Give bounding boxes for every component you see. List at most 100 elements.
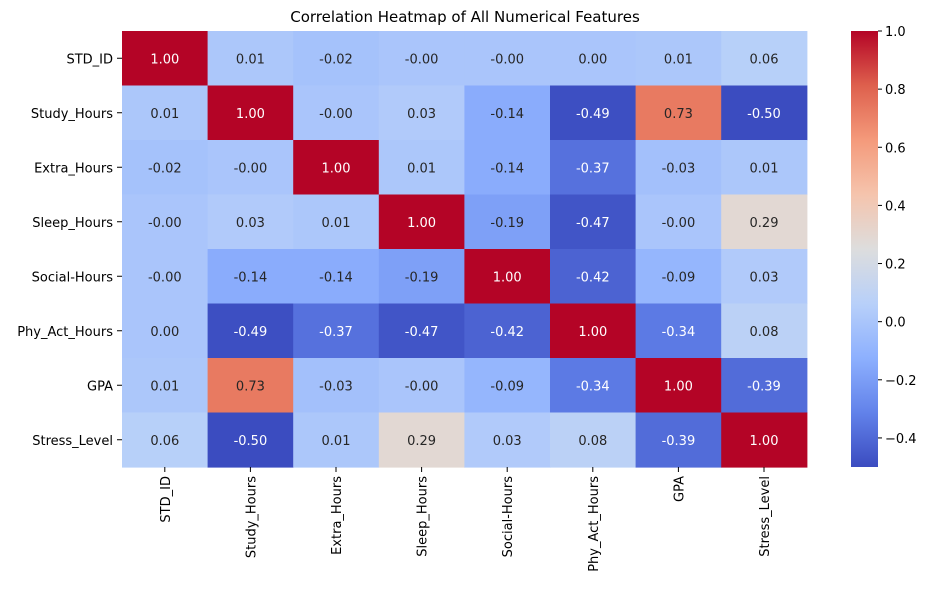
heatmap-cell <box>635 412 722 468</box>
heatmap-cell <box>378 85 465 141</box>
heatmap-cell <box>721 194 808 250</box>
heatmap-cell <box>464 303 551 359</box>
colorbar: 1.0 0.8 0.6 0.4 0.2 0.0 −0.2 −0.4 <box>851 25 917 467</box>
heatmap-cells <box>122 31 808 468</box>
y-axis: STD_ID Study_Hours Extra_Hours Sleep_Hours S… <box>17 52 122 449</box>
chart-title: Correlation Heatmap of All Numerical Fea… <box>290 8 640 26</box>
colorbar-tick-label: 1.0 <box>885 25 906 40</box>
heatmap-cell <box>464 194 551 250</box>
cell-value-label: -0.09 <box>490 379 524 394</box>
x-tick-label: Stress_Level <box>758 476 773 557</box>
cell-value-label: -0.19 <box>490 216 524 231</box>
heatmap-cell <box>207 85 294 141</box>
cell-value-label: 0.73 <box>236 379 265 394</box>
y-tick-label: GPA <box>87 379 113 394</box>
heatmap-cell <box>378 412 465 468</box>
cell-value-label: -0.37 <box>319 325 353 340</box>
cell-value-label: 0.01 <box>322 434 351 449</box>
colorbar-tick-label: 0.4 <box>885 199 906 214</box>
y-tick-label: Social-Hours <box>32 270 114 285</box>
heatmap-cell <box>122 31 209 87</box>
x-tick-label: Extra_Hours <box>330 476 345 555</box>
colorbar-tick-label: −0.4 <box>885 432 917 447</box>
y-tick-label: Stress_Level <box>32 434 113 449</box>
cell-value-label: -0.00 <box>662 216 696 231</box>
cell-value-label: 0.03 <box>236 216 265 231</box>
cell-value-label: -0.00 <box>319 107 353 122</box>
heatmap-cell <box>721 249 808 305</box>
heatmap-value-labels: 1.00 0.01 -0.02 -0.00 -0.00 0.00 0.01 0.06 0.01 1… <box>148 52 781 449</box>
cell-value-label: 0.03 <box>407 107 436 122</box>
cell-value-label: -0.37 <box>576 161 610 176</box>
heatmap-cell <box>378 303 465 359</box>
heatmap-cell <box>122 194 209 250</box>
cell-value-label: 1.00 <box>578 325 607 340</box>
heatmap-cell <box>378 194 465 250</box>
heatmap-cell <box>464 140 551 196</box>
heatmap-cell <box>293 140 380 196</box>
colorbar-tick-label: 0.2 <box>885 258 906 273</box>
heatmap-cell <box>464 85 551 141</box>
heatmap-cell <box>378 358 465 414</box>
heatmap-cell <box>721 303 808 359</box>
heatmap-cell <box>635 85 722 141</box>
heatmap-cell <box>635 140 722 196</box>
heatmap-cell <box>550 194 637 250</box>
cell-value-label: 1.00 <box>150 52 179 67</box>
cell-value-label: 0.01 <box>236 52 265 67</box>
heatmap-cell <box>721 358 808 414</box>
cell-value-label: 1.00 <box>407 216 436 231</box>
heatmap-cell <box>464 249 551 305</box>
heatmap-cell <box>635 358 722 414</box>
heatmap-cell <box>635 194 722 250</box>
heatmap-cell <box>122 140 209 196</box>
cell-value-label: -0.00 <box>148 216 182 231</box>
heatmap-cell <box>293 31 380 87</box>
cell-value-label: 0.03 <box>493 434 522 449</box>
cell-value-label: -0.03 <box>662 161 696 176</box>
heatmap-cell <box>635 249 722 305</box>
cell-value-label: -0.39 <box>662 434 696 449</box>
cell-value-label: -0.02 <box>148 161 182 176</box>
cell-value-label: 0.01 <box>664 52 693 67</box>
cell-value-label: 1.00 <box>664 379 693 394</box>
heatmap-cell <box>721 140 808 196</box>
y-tick-label: Extra_Hours <box>34 161 113 176</box>
y-tick-label: Phy_Act_Hours <box>17 325 113 340</box>
x-tick-label: Social-Hours <box>501 476 516 558</box>
cell-value-label: 0.08 <box>578 434 607 449</box>
x-tick-label: Sleep_Hours <box>416 476 431 557</box>
heatmap-cell <box>207 303 294 359</box>
heatmap-cell <box>207 194 294 250</box>
heatmap-cell <box>122 249 209 305</box>
colorbar-tick-label: 0.0 <box>885 316 906 331</box>
heatmap-cell <box>293 85 380 141</box>
heatmap-cell <box>122 412 209 468</box>
x-tick-label: STD_ID <box>159 476 174 523</box>
heatmap-cell <box>550 412 637 468</box>
heatmap-cell <box>721 412 808 468</box>
heatmap-cell <box>293 412 380 468</box>
cell-value-label: 0.29 <box>407 434 436 449</box>
cell-value-label: 0.00 <box>578 52 607 67</box>
cell-value-label: -0.00 <box>405 379 439 394</box>
cell-value-label: -0.42 <box>490 325 524 340</box>
cell-value-label: -0.14 <box>490 107 524 122</box>
cell-value-label: -0.14 <box>234 270 268 285</box>
cell-value-label: -0.00 <box>490 52 524 67</box>
cell-value-label: -0.50 <box>234 434 268 449</box>
heatmap-cell <box>464 412 551 468</box>
heatmap-cell <box>464 31 551 87</box>
heatmap-cell <box>207 140 294 196</box>
heatmap-cell <box>550 140 637 196</box>
cell-value-label: -0.49 <box>234 325 268 340</box>
heatmap-cell <box>207 358 294 414</box>
x-tick-label: Phy_Act_Hours <box>587 476 602 572</box>
heatmap-cell <box>293 303 380 359</box>
heatmap-cell <box>635 303 722 359</box>
cell-value-label: -0.02 <box>319 52 353 67</box>
heatmap-cell <box>378 31 465 87</box>
cell-value-label: 0.29 <box>750 216 779 231</box>
heatmap-cell <box>464 358 551 414</box>
